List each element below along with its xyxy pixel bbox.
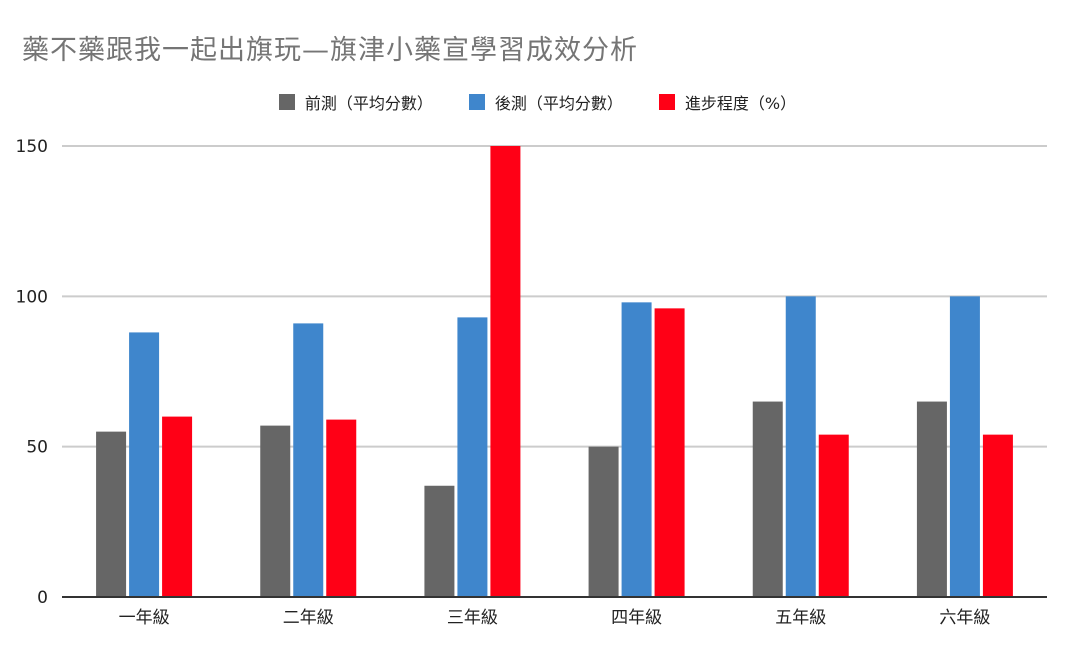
chart-legend: 前測（平均分數） 後測（平均分數） 進步程度（%）	[0, 90, 1075, 114]
legend-item-posttest: 後測（平均分數）	[468, 90, 623, 114]
bar-pretest	[752, 401, 783, 597]
bar-pretest	[588, 446, 619, 597]
bar-posttest	[621, 302, 652, 597]
bar-progress	[162, 416, 193, 597]
x-tick-label: 一年級	[119, 608, 170, 628]
y-tick-label: 150	[16, 137, 48, 157]
x-tick-label: 三年級	[447, 608, 498, 628]
legend-label-pretest: 前測（平均分數）	[304, 94, 433, 113]
x-tick-label: 六年級	[939, 608, 990, 628]
legend-swatch-posttest	[468, 94, 485, 110]
bar-progress	[818, 434, 849, 597]
legend-swatch-progress	[658, 94, 675, 110]
bar-pretest	[96, 431, 127, 597]
legend-swatch-pretest	[278, 94, 295, 110]
bar-posttest	[293, 323, 324, 597]
bar-pretest	[916, 401, 947, 597]
bar-posttest	[457, 317, 488, 597]
chart-title: 藥不藥跟我一起出旗玩—旗津小藥宣學習成效分析	[22, 35, 638, 66]
bar-pretest	[260, 425, 291, 597]
bar-progress	[490, 146, 521, 597]
bar-progress	[654, 308, 685, 597]
bar-posttest	[129, 332, 160, 597]
x-tick-label: 四年級	[611, 608, 662, 628]
legend-item-progress: 進步程度（%）	[658, 90, 797, 114]
bar-progress	[326, 419, 357, 597]
y-tick-label: 0	[37, 588, 48, 608]
x-tick-label: 五年級	[775, 608, 826, 628]
bar-posttest	[949, 296, 980, 597]
bar-progress	[982, 434, 1013, 597]
bar-posttest	[785, 296, 816, 597]
legend-label-posttest: 後測（平均分數）	[494, 94, 623, 113]
y-tick-label: 100	[16, 287, 48, 307]
bar-pretest	[424, 485, 455, 597]
x-tick-label: 二年級	[283, 608, 334, 628]
legend-item-pretest: 前測（平均分數）	[278, 90, 433, 114]
legend-label-progress: 進步程度（%）	[684, 94, 797, 113]
y-tick-label: 50	[26, 438, 48, 458]
